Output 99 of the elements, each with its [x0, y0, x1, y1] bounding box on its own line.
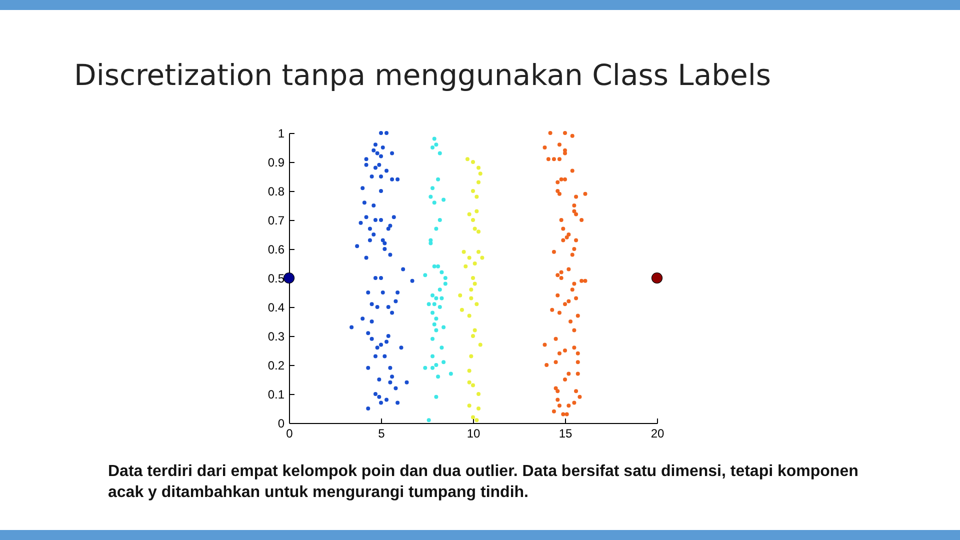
point [430, 293, 435, 298]
point [434, 296, 438, 300]
y-tick-label: 1 [278, 126, 285, 140]
text: Data terdiri dari empat kelompok poin dan dua outlier. Data bersifat satu dimensi, tetapi komponen acak y ditambahkan untuk mengurangi tumpang tindih. [108, 462, 860, 503]
point [432, 136, 436, 141]
point [443, 276, 448, 280]
point [426, 302, 431, 306]
x-tick-label: 0 [286, 426, 294, 440]
point [436, 177, 440, 182]
point [471, 160, 475, 164]
point [471, 276, 475, 280]
y-tick-label: 0.9 [268, 156, 285, 170]
point [474, 302, 479, 306]
point [651, 272, 663, 284]
point [474, 418, 479, 422]
y-tick-label: 0.4 [268, 300, 285, 314]
y-tick-label: 0.3 [268, 330, 285, 344]
point [428, 241, 433, 246]
point [442, 360, 446, 364]
point [438, 151, 442, 156]
x-tick-label: 10 [466, 426, 480, 440]
point [472, 328, 477, 332]
point [434, 394, 438, 399]
point [467, 380, 472, 384]
point [467, 404, 472, 408]
point [430, 186, 435, 190]
point [443, 282, 448, 286]
point [471, 218, 475, 222]
point [438, 305, 442, 309]
y-tick-label: 0 [278, 416, 285, 430]
point [428, 194, 433, 199]
point [423, 273, 428, 278]
point [430, 336, 435, 341]
chart-title: Discretization tanpa menggunakan Class Labels [74, 58, 772, 92]
point [438, 288, 442, 292]
point [438, 218, 442, 222]
point [434, 316, 438, 321]
x-tick-label: 5 [378, 426, 386, 440]
point [476, 406, 481, 410]
point [478, 172, 482, 176]
point [471, 415, 475, 420]
point [432, 200, 436, 205]
point [440, 296, 444, 300]
point [467, 314, 472, 318]
y-tick-label: 0.6 [268, 242, 285, 256]
point [434, 142, 438, 147]
point [467, 256, 472, 260]
point [462, 250, 466, 254]
point [476, 180, 481, 184]
point [478, 342, 482, 347]
point [471, 334, 475, 338]
point [448, 372, 453, 376]
point [432, 322, 436, 326]
point [476, 230, 481, 234]
point [460, 308, 464, 312]
x-tick-label: 15 [558, 426, 572, 440]
y-tick-label: 0.2 [268, 358, 285, 372]
point [469, 288, 474, 292]
point [469, 354, 474, 358]
point [469, 296, 474, 300]
point [436, 374, 440, 379]
point [430, 146, 435, 150]
point [426, 418, 431, 422]
point [440, 346, 444, 350]
point [442, 198, 446, 202]
point [440, 270, 444, 274]
point [472, 262, 477, 266]
y-tick-label: 0.5 [268, 272, 285, 286]
point [472, 226, 477, 231]
point [476, 166, 481, 170]
point [464, 264, 468, 268]
y-tick-label: 0.1 [268, 388, 285, 402]
point [423, 366, 428, 370]
point [458, 293, 462, 298]
point [432, 264, 436, 268]
point [434, 226, 438, 231]
point [471, 189, 475, 193]
point [436, 264, 440, 268]
point [476, 392, 481, 396]
point [430, 366, 435, 370]
point [467, 368, 472, 373]
point [472, 282, 477, 286]
point [430, 354, 435, 358]
point [434, 328, 438, 332]
point [465, 157, 470, 162]
y-tick-label: 0.8 [268, 184, 285, 198]
point [283, 272, 295, 284]
point [476, 250, 481, 254]
point [474, 209, 479, 214]
point [442, 325, 446, 330]
point [467, 212, 472, 216]
point [432, 302, 436, 306]
point [474, 194, 479, 199]
x-tick-label: 20 [650, 426, 664, 440]
point [471, 383, 475, 388]
y-tick-label: 0.7 [268, 214, 285, 228]
point [434, 363, 438, 367]
point [430, 310, 435, 315]
point [480, 256, 484, 260]
